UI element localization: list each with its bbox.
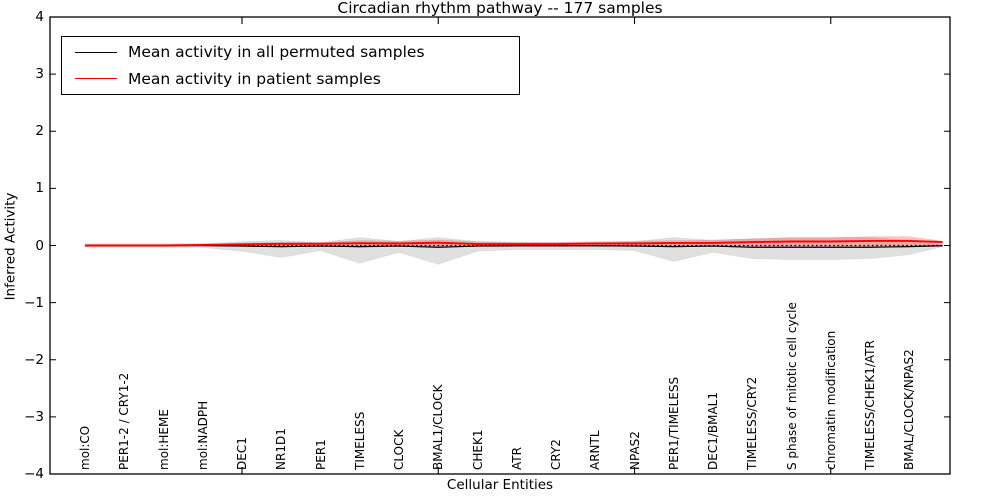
- legend-line-red-icon: [75, 78, 117, 80]
- legend-label-patient: Mean activity in patient samples: [128, 69, 381, 88]
- x-tick-label: PER1/TIMELESS: [666, 376, 681, 470]
- x-tick-label: DEC1/BMAL1: [706, 392, 720, 470]
- x-tick-label: NR1D1: [274, 428, 289, 470]
- x-tick-label: S phase of mitotic cell cycle: [784, 302, 799, 470]
- y-tick-label: 0: [35, 237, 44, 254]
- y-axis-label: Inferred Activity: [2, 192, 19, 301]
- x-tick-label: mol:NADPH: [195, 400, 210, 470]
- x-tick-label: CRY2: [549, 439, 563, 470]
- legend-item-permuted: Mean activity in all permuted samples: [75, 41, 519, 63]
- y-tick-label: 4: [35, 9, 44, 25]
- y-tick-label: 1: [35, 180, 44, 197]
- y-tick-label: −2: [24, 351, 44, 368]
- x-tick-label: DEC1: [235, 437, 249, 470]
- x-tick-label: BMAL1/CLOCK: [431, 384, 446, 471]
- y-tick-label: −1: [24, 294, 44, 311]
- x-tick-label: PER1: [313, 439, 328, 470]
- legend-line-black-icon: [75, 51, 117, 53]
- x-tick-label: ATR: [509, 447, 524, 470]
- y-tick-label: −4: [24, 466, 44, 482]
- x-tick-label: chromatin modification: [823, 330, 838, 470]
- y-tick-label: 2: [35, 123, 44, 140]
- chart-title: Circadian rhythm pathway -- 177 samples: [337, 0, 663, 17]
- x-tick-label: PER1-2 / CRY1-2: [117, 372, 132, 470]
- legend: Mean activity in all permuted samples Me…: [61, 36, 520, 95]
- x-tick-label: CHEK1: [470, 429, 485, 471]
- x-tick-label: TIMELESS/CHEK1/ATR: [863, 340, 877, 470]
- x-tick-label: BMAL/CLOCK/NPAS2: [902, 349, 917, 470]
- y-tick-label: 3: [35, 66, 44, 83]
- x-tick-label: mol:CO: [78, 425, 92, 470]
- legend-label-permuted: Mean activity in all permuted samples: [128, 43, 425, 62]
- legend-item-patient: Mean activity in patient samples: [75, 68, 519, 90]
- x-tick-label: TIMELESS/CRY2: [745, 376, 760, 470]
- y-tick-label: −3: [24, 408, 44, 425]
- x-tick-label: TIMELESS: [352, 411, 367, 470]
- x-tick-label: mol:HEME: [156, 409, 171, 470]
- x-tick-label: NPAS2: [627, 431, 642, 470]
- x-tick-label: CLOCK: [392, 429, 406, 470]
- x-tick-label: ARNTL: [588, 430, 603, 470]
- x-axis-label: Cellular Entities: [446, 477, 554, 493]
